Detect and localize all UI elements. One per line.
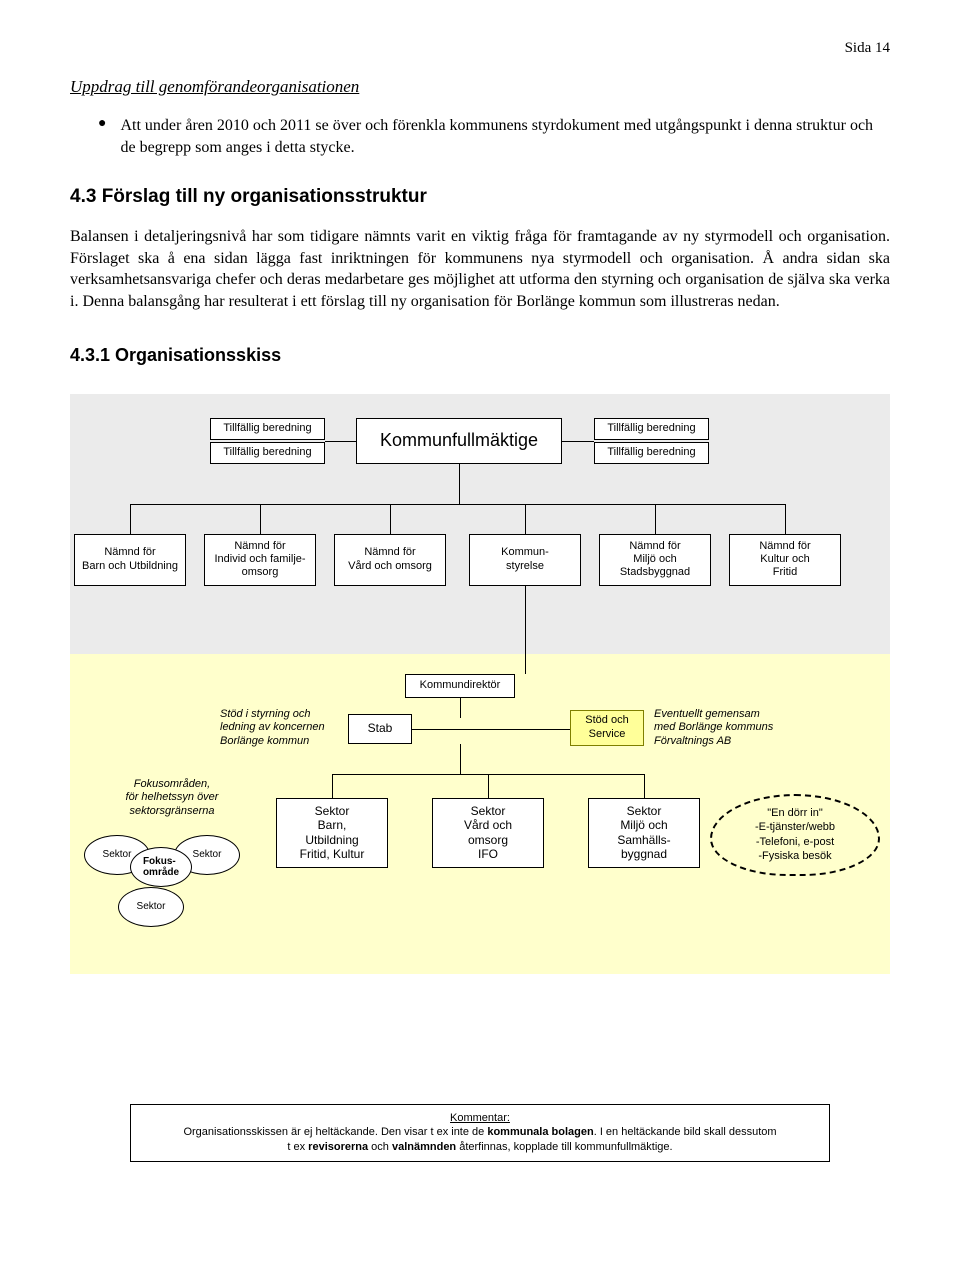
cloud-title: "En dörr in" [767, 806, 823, 820]
connector [488, 774, 489, 798]
connector [325, 441, 356, 442]
comment-box: Kommentar: Organisationsskissen är ej he… [130, 1104, 830, 1163]
namnd-box: Nämnd för Barn och Utbildning [74, 534, 186, 586]
connector [460, 698, 461, 718]
beredning-box: Tillfällig beredning [210, 442, 325, 464]
connector [260, 504, 261, 534]
sektor-box: Sektor Miljö och Samhälls- byggnad [588, 798, 700, 868]
stod-service-box: Stöd och Service [570, 710, 644, 746]
connector [525, 586, 526, 674]
paragraph-4-3: Balansen i detaljeringsnivå har som tidi… [70, 226, 890, 312]
namnd-box: Nämnd för Individ och familje- omsorg [204, 534, 316, 586]
comment-bold: revisorerna [308, 1141, 368, 1153]
connector [525, 504, 526, 534]
namnd-label: Nämnd för Individ och familje- omsorg [208, 540, 312, 580]
connector [332, 774, 333, 798]
comment-text: och [368, 1141, 392, 1153]
sektor-label: Sektor Vård och omsorg IFO [436, 804, 540, 862]
comment-text: Organisationsskissen är ej heltäckande. … [183, 1126, 487, 1138]
beredning-box: Tillfällig beredning [594, 418, 709, 440]
kommundirektor-box: Kommundirektör [405, 674, 515, 698]
fokus-center-ellipse: Fokus- område [130, 847, 192, 887]
cloud-line: -Fysiska besök [758, 849, 831, 863]
comment-label: Kommentar: [450, 1112, 510, 1124]
connector [562, 441, 594, 442]
page-number: Sida 14 [70, 40, 890, 57]
namnd-box: Nämnd för Vård och omsorg [334, 534, 446, 586]
kommunfullmaktige-box: Kommunfullmäktige [356, 418, 562, 464]
cloud-line: -Telefoni, e-post [756, 835, 834, 849]
sektor-box: Sektor Vård och omsorg IFO [432, 798, 544, 868]
stod-note: Eventuellt gemensam med Borlänge kommuns… [654, 708, 814, 749]
kommunstyrelse-box: Kommun- styrelse [469, 534, 581, 586]
bullet-text: Att under åren 2010 och 2011 se över och… [120, 115, 890, 158]
connector [655, 504, 656, 534]
comment-bold: valnämnden [392, 1141, 456, 1153]
sektor-label: Sektor Miljö och Samhälls- byggnad [592, 804, 696, 862]
bullet-item: ● Att under åren 2010 och 2011 se över o… [98, 115, 890, 158]
comment-bold: kommunala bolagen [487, 1126, 593, 1138]
cloud-line: -E-tjänster/webb [755, 820, 835, 834]
connector [460, 744, 461, 774]
heading-4-3: 4.3 Förslag till ny organisationsstruktu… [70, 186, 890, 208]
org-chart: Tillfällig beredning Tillfällig berednin… [70, 394, 890, 1024]
fokus-cluster: Fokusområden, för helhetssyn över sektor… [82, 778, 262, 945]
comment-text: t ex [287, 1141, 308, 1153]
stab-box: Stab [348, 714, 412, 744]
en-dorr-in-cloud: "En dörr in" -E-tjänster/webb -Telefoni,… [710, 794, 880, 876]
beredning-box: Tillfällig beredning [210, 418, 325, 440]
comment-text: . I en heltäckande bild skall dessutom [594, 1126, 777, 1138]
heading-4-3-1: 4.3.1 Organisationsskiss [70, 345, 890, 366]
namnd-box: Nämnd för Miljö och Stadsbyggnad [599, 534, 711, 586]
beredning-box: Tillfällig beredning [594, 442, 709, 464]
namnd-label: Nämnd för Kultur och Fritid [733, 540, 837, 580]
fokus-heading: Fokusområden, för helhetssyn över sektor… [82, 778, 262, 819]
namnd-label: Kommun- styrelse [473, 546, 577, 572]
connector [785, 504, 786, 534]
connector [459, 464, 460, 504]
sektor-box: Sektor Barn, Utbildning Fritid, Kultur [276, 798, 388, 868]
section-title: Uppdrag till genomförandeorganisationen [70, 77, 890, 97]
namnd-label: Nämnd för Barn och Utbildning [78, 546, 182, 572]
stab-note: Stöd i styrning och ledning av koncernen… [220, 708, 345, 749]
bullet-dot-icon: ● [98, 115, 106, 134]
namnd-label: Nämnd för Miljö och Stadsbyggnad [603, 540, 707, 580]
fokus-ellipse: Sektor [118, 887, 184, 927]
connector [130, 504, 131, 534]
namnd-label: Nämnd för Vård och omsorg [338, 546, 442, 572]
connector [390, 504, 391, 534]
connector [130, 504, 785, 505]
comment-text: återfinnas, kopplade till kommunfullmäkt… [456, 1141, 672, 1153]
namnd-box: Nämnd för Kultur och Fritid [729, 534, 841, 586]
sektor-label: Sektor Barn, Utbildning Fritid, Kultur [280, 804, 384, 862]
connector [644, 774, 645, 798]
